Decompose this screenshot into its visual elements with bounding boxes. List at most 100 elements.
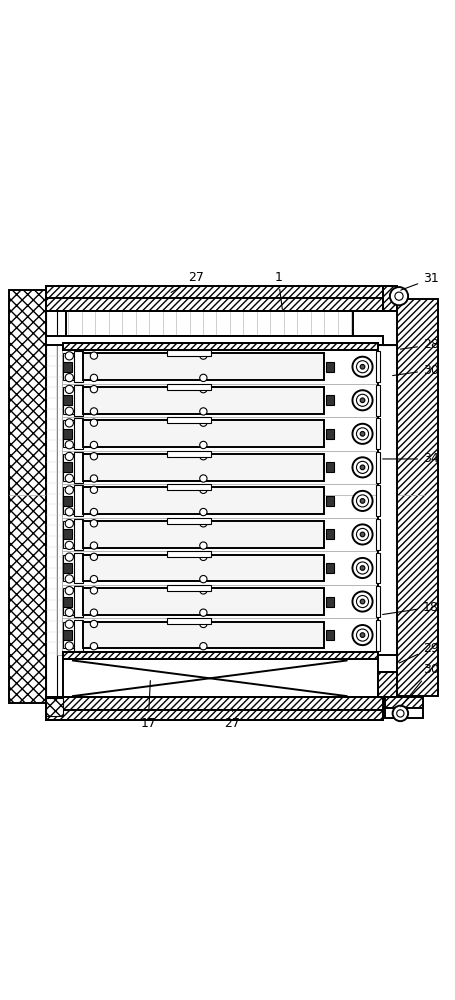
Bar <box>63 652 378 659</box>
Bar <box>82 487 324 514</box>
Bar <box>167 451 210 457</box>
Circle shape <box>65 474 73 482</box>
Circle shape <box>65 374 73 382</box>
Bar <box>74 519 82 550</box>
Bar <box>63 387 76 414</box>
Bar <box>384 708 422 718</box>
Circle shape <box>65 575 73 583</box>
Circle shape <box>90 520 97 527</box>
Bar <box>9 290 46 703</box>
Circle shape <box>90 475 97 482</box>
Text: 31: 31 <box>400 272 438 290</box>
Circle shape <box>199 475 207 482</box>
Bar <box>375 519 379 550</box>
Circle shape <box>90 508 97 516</box>
Bar <box>167 585 210 591</box>
Bar <box>63 343 378 350</box>
Bar <box>74 385 82 416</box>
Bar <box>46 710 382 720</box>
Circle shape <box>65 608 73 617</box>
Bar <box>63 622 76 648</box>
Bar <box>325 597 333 607</box>
Text: 30: 30 <box>400 663 438 707</box>
Bar <box>325 630 333 640</box>
Circle shape <box>356 394 368 406</box>
Circle shape <box>356 361 368 373</box>
Bar <box>63 462 72 472</box>
Bar <box>74 351 82 382</box>
Bar <box>82 622 324 648</box>
Bar <box>46 299 57 701</box>
Text: 27: 27 <box>224 709 240 730</box>
Circle shape <box>199 553 207 561</box>
Circle shape <box>65 486 73 494</box>
Bar <box>63 420 76 447</box>
Circle shape <box>90 374 97 382</box>
Circle shape <box>352 357 372 377</box>
Circle shape <box>90 575 97 583</box>
Circle shape <box>199 352 207 359</box>
Circle shape <box>65 452 73 461</box>
Bar <box>378 672 396 697</box>
Circle shape <box>65 541 73 549</box>
Circle shape <box>199 643 207 650</box>
Bar <box>375 385 379 416</box>
Bar <box>375 620 379 651</box>
Circle shape <box>359 499 364 503</box>
Bar <box>375 418 379 449</box>
Circle shape <box>359 398 364 403</box>
Bar <box>325 462 333 472</box>
Bar <box>46 336 382 345</box>
Circle shape <box>356 428 368 440</box>
Circle shape <box>65 620 73 628</box>
Bar <box>82 588 324 615</box>
Bar <box>63 487 76 514</box>
Bar <box>325 529 333 539</box>
Bar <box>74 418 82 449</box>
Text: 17: 17 <box>140 681 156 730</box>
Circle shape <box>90 643 97 650</box>
Circle shape <box>65 642 73 650</box>
Bar <box>63 563 72 573</box>
Bar <box>167 384 210 390</box>
Bar <box>63 496 72 506</box>
Bar <box>74 586 82 617</box>
Circle shape <box>199 453 207 460</box>
Circle shape <box>356 629 368 641</box>
Circle shape <box>199 508 207 516</box>
Circle shape <box>359 431 364 436</box>
Circle shape <box>199 620 207 628</box>
Circle shape <box>352 625 372 645</box>
Bar <box>74 452 82 483</box>
Circle shape <box>199 441 207 449</box>
Circle shape <box>396 710 403 717</box>
Text: 34: 34 <box>382 452 438 465</box>
Bar <box>167 618 210 624</box>
Bar <box>46 298 382 311</box>
Bar <box>46 698 63 716</box>
Circle shape <box>90 352 97 359</box>
Circle shape <box>352 591 372 612</box>
Bar <box>167 417 210 423</box>
Bar <box>82 454 324 481</box>
Bar <box>63 362 72 372</box>
Bar <box>74 553 82 583</box>
Bar <box>325 429 333 439</box>
Bar <box>375 586 379 617</box>
Circle shape <box>356 495 368 507</box>
Circle shape <box>199 386 207 393</box>
Bar <box>63 529 72 539</box>
Text: 28: 28 <box>399 338 438 351</box>
Circle shape <box>199 609 207 616</box>
Bar <box>82 353 324 380</box>
Circle shape <box>90 408 97 415</box>
Circle shape <box>90 609 97 616</box>
Circle shape <box>352 491 372 511</box>
Circle shape <box>356 595 368 608</box>
Bar <box>82 387 324 414</box>
Bar <box>63 395 72 405</box>
Circle shape <box>199 542 207 549</box>
Circle shape <box>90 587 97 594</box>
Circle shape <box>65 441 73 449</box>
Bar <box>375 553 379 583</box>
